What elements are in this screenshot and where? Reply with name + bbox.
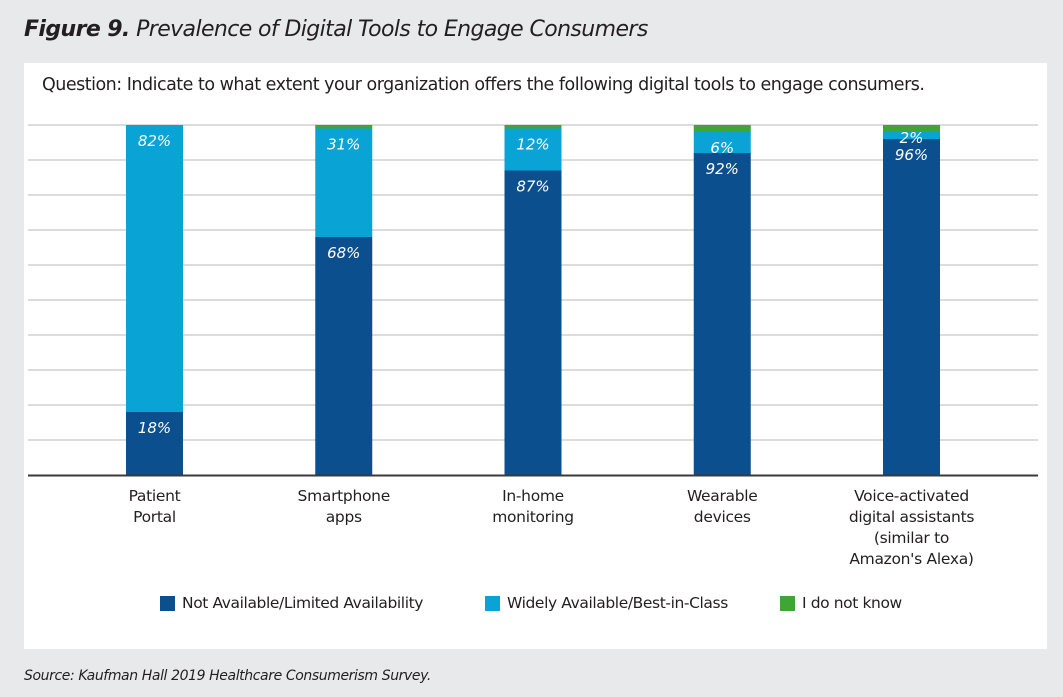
bar-segment-i-do-not-know-smartphone-apps — [315, 125, 373, 129]
data-label: 2% — [900, 129, 924, 147]
category-label: Patient Portal — [128, 487, 181, 526]
data-label: 12% — [516, 136, 549, 154]
bar-segment-widely-available-best-in-class-smartphone-apps — [315, 128, 373, 237]
legend-label: Widely Available/Best-in-Class — [507, 594, 728, 612]
data-label: 87% — [516, 178, 549, 196]
data-label: 31% — [327, 136, 360, 154]
category-label: In-home monitoring — [492, 487, 574, 526]
bar-segment-not-available-limited-availability-patient-portal — [126, 412, 183, 475]
bar-segment-not-available-limited-availability-smartphone-apps — [315, 237, 373, 475]
data-label: 96% — [895, 146, 928, 164]
category-label: Voice-activated digital assistants (simi… — [848, 487, 975, 568]
bar-segment-i-do-not-know-wearable-devices — [693, 125, 751, 132]
bar-segment-widely-available-best-in-class-voice-activated-digital-assistants-similar-to-amazon-s-alexa — [883, 132, 940, 139]
bar-segment-not-available-limited-availability-voice-activated-digital-assistants-similar-to-amazon-s-alexa — [883, 139, 940, 475]
legend-label: I do not know — [802, 594, 902, 612]
legend-swatch-widely-available — [485, 595, 500, 611]
legend-swatch-do-not-know — [780, 595, 795, 611]
bar-segment-widely-available-best-in-class-wearable-devices — [693, 132, 751, 153]
data-label: 82% — [138, 132, 171, 150]
legend-item-widely-available: Widely Available/Best-in-Class — [485, 594, 728, 612]
source-note: Source: Kaufman Hall 2019 Healthcare Con… — [24, 668, 431, 684]
bar-segment-not-available-limited-availability-wearable-devices — [693, 153, 751, 475]
figure-number: Figure 9. — [24, 17, 130, 42]
bar-segment-i-do-not-know-voice-activated-digital-assistants-similar-to-amazon-s-alexa — [883, 125, 940, 132]
data-label: 6% — [710, 139, 734, 157]
figure-title: Figure 9. Prevalence of Digital Tools to… — [24, 17, 648, 42]
bar-segment-widely-available-best-in-class-patient-portal — [126, 125, 183, 412]
bar-segment-not-available-limited-availability-in-home-monitoring — [504, 170, 562, 475]
figure-title-text: Prevalence of Digital Tools to Engage Co… — [136, 17, 648, 42]
bars — [126, 125, 940, 475]
legend-label: Not Available/Limited Availability — [182, 594, 424, 612]
bar-segment-i-do-not-know-in-home-monitoring — [504, 125, 562, 129]
question-text: Question: Indicate to what extent your o… — [42, 75, 925, 95]
category-label: Wearable devices — [686, 487, 758, 526]
category-label: Smartphone apps — [297, 487, 391, 526]
legend-item-not-available: Not Available/Limited Availability — [160, 594, 423, 612]
data-labels: 18% 82% 68% 31% 87% 12% 92% 6% 96%2% — [138, 129, 928, 437]
bar-segment-widely-available-best-in-class-in-home-monitoring — [504, 128, 562, 171]
data-label: 18% — [138, 419, 171, 437]
legend-item-do-not-know: I do not know — [780, 594, 902, 612]
data-label: 68% — [327, 244, 360, 262]
legend-swatch-not-available — [160, 595, 175, 611]
data-label: 92% — [706, 160, 739, 178]
